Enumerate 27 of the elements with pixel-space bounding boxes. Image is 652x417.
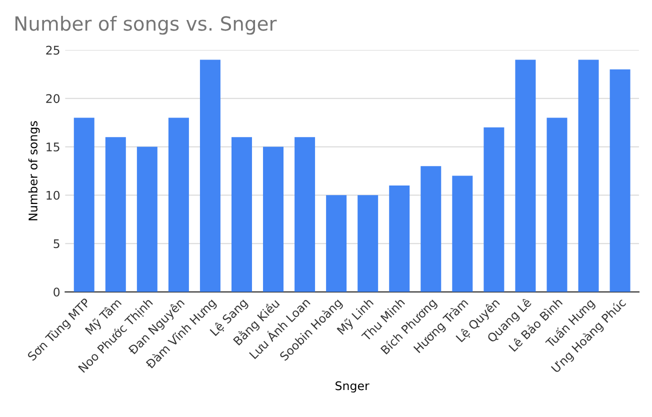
y-tick-label: 15 <box>46 142 60 152</box>
bar <box>420 166 442 292</box>
y-tick-label: 5 <box>54 239 60 248</box>
chart-title: Number of songs vs. Snger <box>15 16 277 35</box>
bar <box>136 146 158 292</box>
bar <box>105 137 126 292</box>
y-tick-label: 10 <box>46 190 60 200</box>
y-tick-label: 20 <box>46 94 60 104</box>
bar <box>74 118 94 292</box>
bar <box>326 195 347 292</box>
bar <box>610 69 630 292</box>
bar <box>294 137 316 292</box>
y-tick-label: 25 <box>46 46 60 55</box>
bar <box>200 60 220 292</box>
bar <box>231 137 252 292</box>
bar <box>546 118 568 292</box>
bar <box>484 127 504 292</box>
bar <box>452 176 473 292</box>
y-tick-label: 0 <box>54 288 60 297</box>
bar <box>358 195 378 292</box>
bar <box>168 118 189 292</box>
bar <box>578 60 599 292</box>
bar <box>389 185 410 292</box>
bar <box>515 60 536 292</box>
bar <box>263 146 284 292</box>
x-axis-title: Snger <box>336 381 370 393</box>
y-axis-title: Number of songs <box>28 121 40 220</box>
